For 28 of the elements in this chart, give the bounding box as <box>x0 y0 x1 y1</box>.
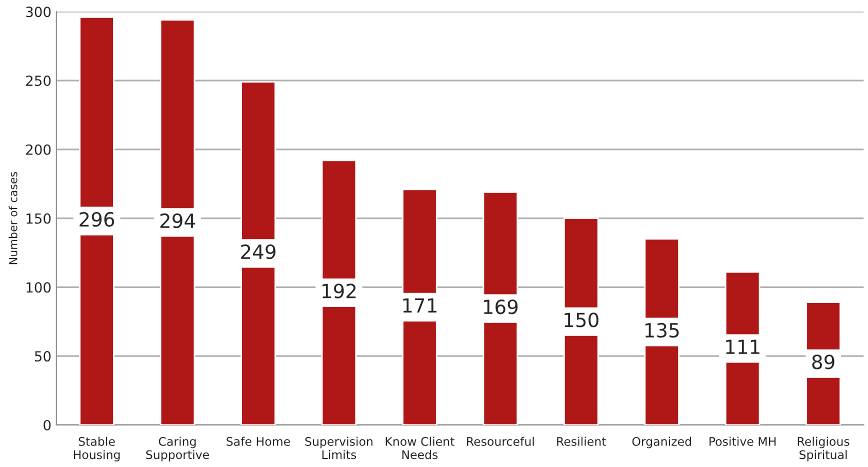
x-tick-label: Organized <box>632 436 691 448</box>
y-tick-label: 150 <box>26 213 51 224</box>
x-tick-label: Caring Supportive <box>146 436 209 462</box>
data-label: 150 <box>564 312 598 328</box>
y-tick-label: 0 <box>44 420 51 430</box>
x-tick-label: Resilient <box>557 436 606 446</box>
x-tick-label: Religious Spiritual <box>798 436 850 462</box>
y-tick-label: 100 <box>26 282 51 293</box>
x-tick-label: Resourceful <box>467 436 534 446</box>
data-label: 169 <box>484 299 518 314</box>
data-label: 192 <box>322 284 356 298</box>
data-label: 89 <box>812 354 834 370</box>
data-label: 249 <box>241 244 276 260</box>
x-tick-label: Safe Home <box>226 436 290 446</box>
x-tick-label: Supervision Limits <box>305 436 372 460</box>
x-tick-label: Stable Housing <box>74 436 120 462</box>
data-label: 296 <box>80 212 114 227</box>
data-label: 135 <box>645 322 679 338</box>
y-tick-label: 250 <box>26 76 51 86</box>
data-label: 294 <box>160 213 195 228</box>
y-tick-label: 200 <box>26 144 51 155</box>
x-tick-label: Know Client Needs <box>386 436 454 460</box>
data-label: 111 <box>726 340 760 354</box>
y-tick-label: 50 <box>34 351 51 362</box>
data-label: 171 <box>403 298 436 313</box>
y-axis-title: Number of cases <box>8 172 18 264</box>
y-tick-label: 300 <box>26 6 51 18</box>
x-tick-label: Positive MH <box>710 436 776 446</box>
